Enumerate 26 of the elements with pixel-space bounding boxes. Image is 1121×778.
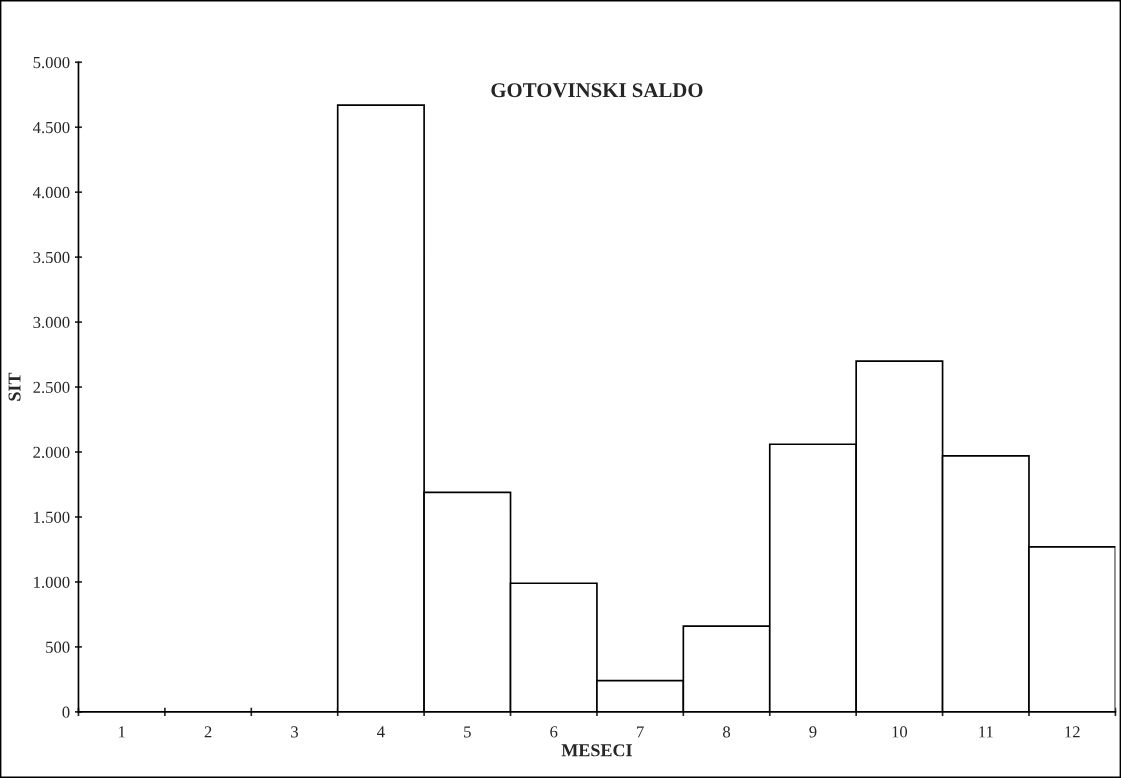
y-tick-label: 0 [62, 706, 70, 718]
y-tick-label: 5.000 [33, 56, 70, 69]
x-tick-label: 5 [464, 726, 471, 738]
x-tick-label: 3 [291, 726, 299, 738]
y-tick-label: 1.500 [34, 511, 70, 523]
y-tick-label: 1.000 [34, 576, 70, 588]
y-axis-title: SIT [8, 372, 21, 401]
y-tick-label: 500 [46, 641, 70, 653]
text: GOTOVINSKI SALDO [491, 83, 703, 98]
y-tick-label: 3.500 [33, 251, 70, 264]
x-tick-label: 9 [809, 726, 817, 738]
x-tick-label: 1 [118, 726, 125, 738]
y-tick-label: 4.500 [32, 121, 70, 134]
x-axis-title: MESECI [561, 744, 632, 757]
x-tick-label: 2 [204, 726, 212, 738]
y-tick-label: 2.500 [33, 381, 70, 394]
x-tick-label: 11 [979, 726, 993, 738]
x-tick-label: 10 [892, 726, 908, 738]
x-tick-label: 7 [637, 726, 644, 738]
y-tick-label: 2.000 [33, 446, 70, 459]
y-tick-label: 3.000 [33, 316, 70, 329]
x-tick-label: 12 [1065, 726, 1080, 738]
y-tick-label: 4.000 [32, 186, 70, 199]
x-tick-label: 8 [723, 726, 731, 738]
x-tick-label: 4 [377, 726, 385, 738]
x-tick-label: 6 [550, 726, 558, 738]
